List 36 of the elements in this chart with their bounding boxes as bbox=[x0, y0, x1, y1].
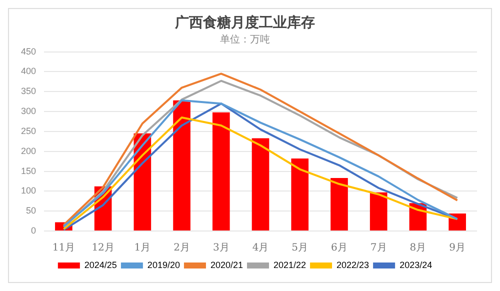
x-tick-label: 12月 bbox=[92, 242, 114, 254]
y-tick-label: 350 bbox=[20, 86, 36, 96]
bar bbox=[212, 112, 230, 230]
y-tick-label: 50 bbox=[26, 206, 36, 216]
chart-subtitle: 单位：万吨 bbox=[220, 33, 270, 46]
y-tick-label: 150 bbox=[20, 166, 36, 176]
legend-label: 2021/22 bbox=[274, 260, 306, 270]
bar bbox=[370, 192, 388, 230]
bar bbox=[291, 158, 309, 230]
x-tick-label: 9月 bbox=[449, 242, 466, 254]
x-tick-label: 7月 bbox=[370, 242, 387, 254]
x-tick-label: 2月 bbox=[174, 242, 190, 254]
legend-label: 2020/21 bbox=[210, 260, 244, 270]
bar bbox=[252, 138, 270, 230]
y-tick-label: 400 bbox=[20, 66, 36, 76]
legend-label: 2022/23 bbox=[336, 260, 370, 270]
bar bbox=[173, 100, 190, 230]
x-tick-label: 5月 bbox=[292, 242, 308, 254]
y-tick-label: 200 bbox=[20, 146, 36, 156]
x-tick-label: 8月 bbox=[410, 242, 426, 254]
x-tick-label: 3月 bbox=[212, 242, 230, 254]
legend-label: 2019/20 bbox=[147, 260, 180, 270]
legend-label: 2024/25 bbox=[84, 260, 117, 270]
y-tick-label: 250 bbox=[20, 126, 36, 136]
bar bbox=[330, 178, 348, 230]
x-tick-label: 6月 bbox=[331, 242, 348, 254]
bar bbox=[448, 213, 466, 230]
x-tick-label: 1月 bbox=[134, 242, 151, 254]
y-tick-label: 0 bbox=[31, 225, 36, 236]
y-tick-label: 100 bbox=[20, 186, 36, 196]
y-tick-label: 300 bbox=[20, 106, 36, 116]
chart-title: 广西食糖月度工业库存 bbox=[174, 14, 315, 32]
y-tick-label: 450 bbox=[20, 46, 36, 56]
x-tick-label: 4月 bbox=[252, 242, 269, 254]
x-tick-label: 11月 bbox=[52, 242, 76, 254]
legend-label: 2023/24 bbox=[400, 260, 432, 270]
